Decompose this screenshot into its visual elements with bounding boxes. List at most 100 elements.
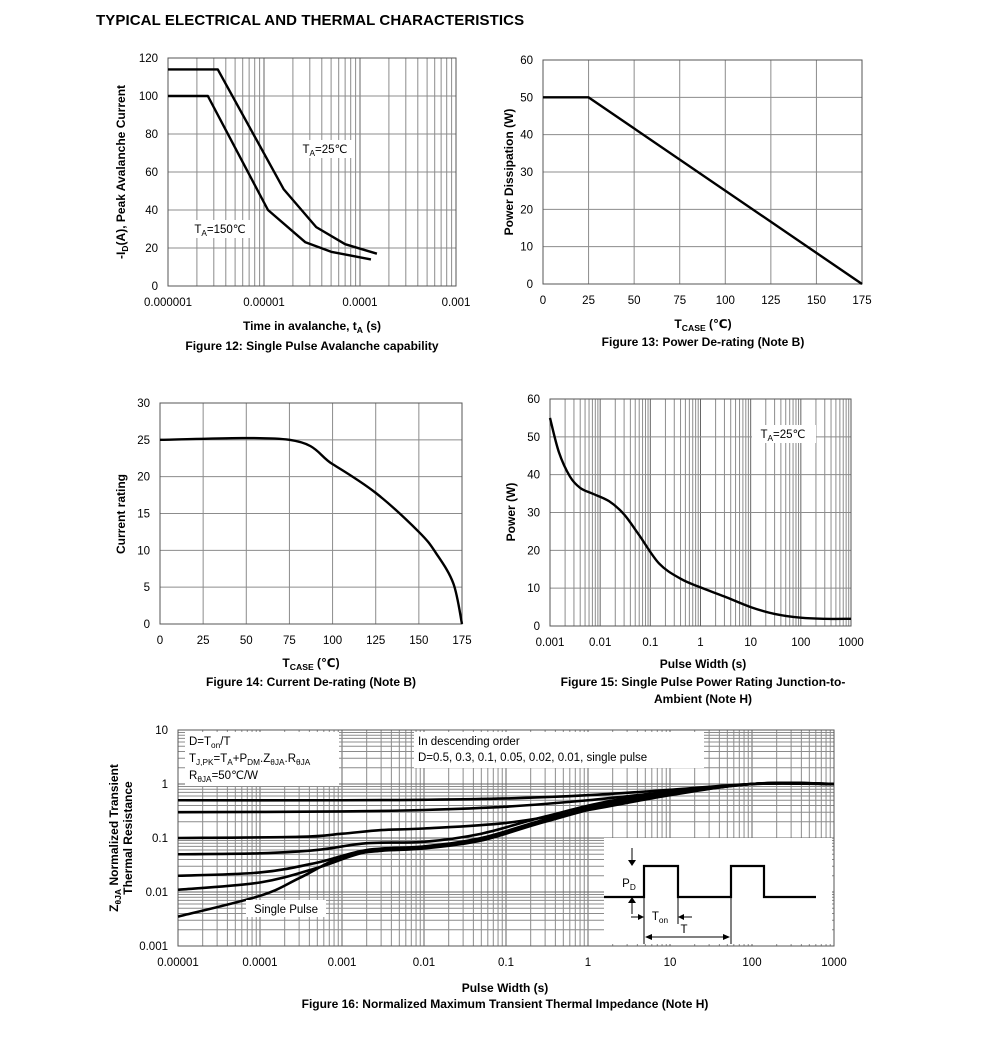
x-tick-label: 1000 (838, 637, 864, 649)
series-label-ta25: TA=25℃ (303, 144, 348, 158)
pulse-inset-diagram: PD Ton T (604, 838, 832, 944)
x-tick-label: 100 (742, 957, 761, 969)
x-tick-label: 0.00001 (243, 297, 285, 309)
figure-caption: Figure 12: Single Pulse Avalanche capabi… (185, 339, 439, 353)
x-axis-label: Time in avalanche, tA (s) (243, 319, 381, 335)
x-tick-label: 0.1 (498, 957, 514, 969)
x-tick-label: 100 (323, 635, 342, 647)
inset-label-pd: PD (622, 878, 636, 892)
series-line-0 (168, 68, 378, 255)
page-title: TYPICAL ELECTRICAL AND THERMAL CHARACTER… (96, 12, 525, 29)
single-pulse-label: Single Pulse (254, 904, 318, 916)
x-tick-label: 75 (283, 635, 296, 647)
y-axis-label: Power (W) (504, 483, 518, 542)
figure-caption: Figure 14: Current De-rating (Note B) (206, 675, 416, 689)
figure-caption: Figure 13: Power De-rating (Note B) (602, 335, 805, 349)
series-line-0 (159, 436, 464, 625)
ton-arrowhead-right (678, 914, 684, 920)
x-tick-label: 25 (582, 295, 595, 307)
plot-frame (167, 57, 457, 287)
y-tick-label: 20 (520, 204, 533, 216)
y-tick-label: 50 (527, 432, 540, 444)
y-tick-label: 60 (145, 167, 158, 179)
x-tick-label: 0.001 (442, 297, 471, 309)
pd-arrowhead-top (628, 860, 636, 866)
t-arrowhead-left (645, 934, 652, 940)
x-tick-label: 100 (716, 295, 735, 307)
y-axis-label-line2: Thermal Resistance (121, 781, 135, 895)
y-tick-label: 10 (527, 583, 540, 595)
x-tick-label: 0.001 (328, 957, 357, 969)
label-bg (189, 220, 253, 238)
x-axis-label: Pulse Width (s) (462, 981, 549, 995)
note-tjpk: TJ,PK=TA+PDM.ZθJA.RθJA (189, 753, 311, 767)
x-tick-label: 10 (664, 957, 677, 969)
plot-frame (542, 59, 863, 285)
y-axis-label-line1: ZθJA Normalized Transient (107, 764, 123, 912)
x-tick-label: 0.01 (413, 957, 435, 969)
figure-caption: Figure 16: Normalized Maximum Transient … (302, 997, 709, 1011)
notes-bg (185, 732, 339, 786)
fig16-annotations: ZθJA Normalized Transient Thermal Resista… (107, 732, 832, 944)
y-tick-label: 60 (520, 55, 533, 67)
x-tick-label: 175 (852, 295, 871, 307)
x-tick-label: 0.01 (589, 637, 611, 649)
x-tick-label: 0.1 (642, 637, 658, 649)
plot-frame (549, 398, 852, 627)
y-tick-label: 5 (144, 582, 150, 594)
note-duty-list: D=0.5, 0.3, 0.1, 0.05, 0.02, 0.01, singl… (418, 752, 647, 764)
y-axis-label: Power Dissipation (W) (502, 109, 516, 236)
x-tick-label: 150 (409, 635, 428, 647)
x-tick-label: 125 (761, 295, 780, 307)
x-tick-label: 0.001 (536, 637, 565, 649)
pd-arrowhead-bottom (628, 897, 636, 903)
series-line-0 (548, 417, 852, 621)
series-label-ta150: TA=150℃ (194, 224, 245, 238)
x-tick-label: 50 (240, 635, 253, 647)
fig13-chart: 0 25 50 75 100 125 150 175 0 10 20 30 40 50 60 Figure 1… (502, 55, 872, 349)
note-duty: D=Ton/T (189, 736, 230, 750)
fig15-chart: 0.001 0.01 0.1 1 10 100 1000 0 10 20 30 40 50 60 Figur… (504, 394, 864, 706)
y-tick-label: 100 (139, 91, 158, 103)
x-tick-label: 1 (697, 637, 703, 649)
y-tick-label: 30 (137, 398, 150, 410)
x-tick-label: 150 (807, 295, 826, 307)
y-tick-label: 0 (527, 279, 533, 291)
y-tick-label: 0.1 (152, 833, 168, 845)
series-line-6 (177, 781, 835, 918)
y-tick-label: 0 (534, 621, 540, 633)
y-tick-label: 40 (145, 205, 158, 217)
inset-bg (604, 838, 832, 944)
figure-caption-line2: Ambient (Note H) (654, 692, 752, 706)
x-axis-label: TCASE (℃) (674, 317, 731, 333)
x-axis-label: Pulse Width (s) (660, 657, 747, 671)
x-tick-label: 0.000001 (144, 297, 192, 309)
figure-caption: Figure 15: Single Pulse Power Rating Jun… (561, 675, 846, 689)
y-tick-label: 50 (520, 92, 533, 104)
y-tick-label: 20 (145, 243, 158, 255)
x-tick-label: 1 (585, 957, 591, 969)
y-tick-label: 30 (520, 167, 533, 179)
fig14-chart: 0 25 50 75 100 125 150 175 0 5 10 15 20 25 30 Figure 14… (114, 398, 472, 689)
series-line-0 (543, 96, 863, 285)
y-axis-label: -ID(A), Peak Avalanche Current (114, 85, 130, 259)
y-tick-label: 0.01 (146, 887, 168, 899)
y-tick-label: 30 (527, 508, 540, 520)
y-tick-label: 0.001 (139, 941, 168, 953)
fig12-annotations: TA=25℃ TA=150℃ (189, 140, 354, 238)
pulse-waveform (604, 864, 816, 899)
y-tick-label: 0 (152, 281, 158, 293)
y-tick-label: 20 (137, 472, 150, 484)
y-tick-label: 60 (527, 394, 540, 406)
y-tick-label: 10 (520, 242, 533, 254)
notes-right-bg (414, 732, 704, 768)
t-arrowhead-right (723, 934, 730, 940)
label-bg (296, 140, 354, 158)
y-tick-label: 40 (520, 130, 533, 142)
x-tick-label: 1000 (821, 957, 847, 969)
y-tick-label: 20 (527, 545, 540, 557)
x-tick-label: 100 (791, 637, 810, 649)
y-tick-label: 120 (139, 53, 158, 65)
inset-label-ton: Ton (652, 911, 669, 925)
